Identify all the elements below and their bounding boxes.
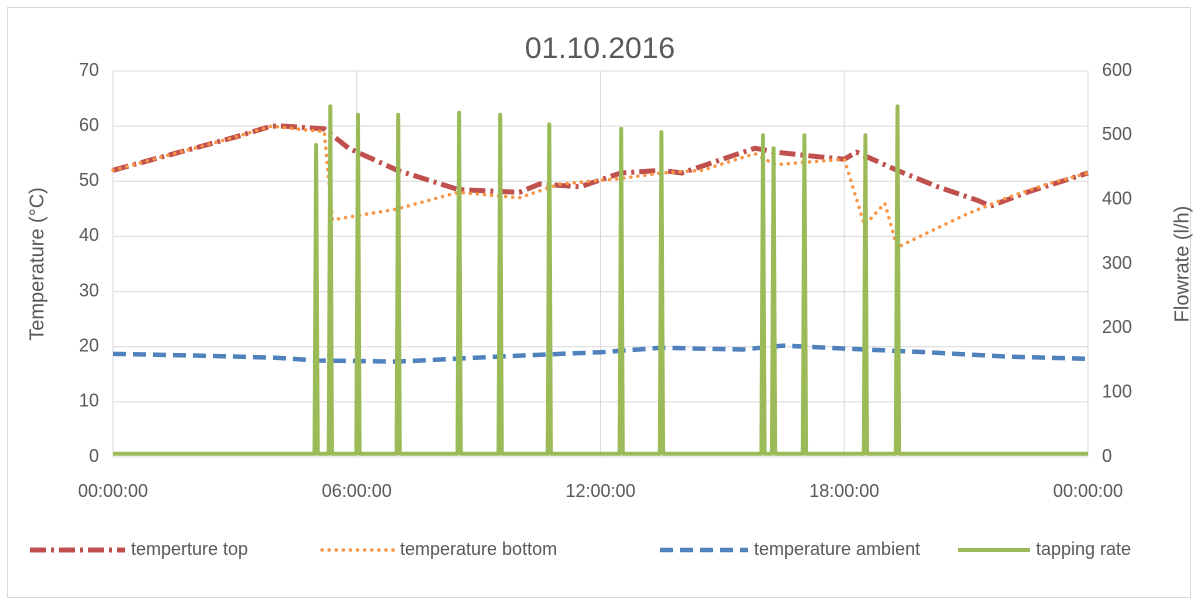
- y-tick-label: 30: [79, 280, 99, 300]
- y-tick-label: 60: [79, 115, 99, 135]
- y2-tick-label: 200: [1102, 317, 1132, 337]
- chart-title: 01.10.2016: [525, 32, 675, 65]
- y-tick-label: 0: [89, 446, 99, 466]
- x-tick-label: 00:00:00: [78, 481, 148, 501]
- series-line: [113, 104, 1088, 456]
- y-tick-label: 70: [79, 60, 99, 80]
- chart-frame: [7, 7, 1191, 598]
- y2-tick-label: 0: [1102, 446, 1112, 466]
- y2-tick-label: 600: [1102, 60, 1132, 80]
- y-tick-label: 40: [79, 225, 99, 245]
- legend-label: temperature ambient: [754, 539, 920, 559]
- y-axis-label: Temperature (°C): [26, 187, 48, 341]
- y2-tick-label: 400: [1102, 188, 1132, 208]
- y-tick-label: 20: [79, 335, 99, 355]
- legend-label: temperature bottom: [400, 539, 557, 559]
- legend-label: temperture top: [131, 539, 248, 559]
- y2-tick-label: 100: [1102, 381, 1132, 401]
- x-tick-label: 00:00:00: [1053, 481, 1123, 501]
- x-tick-label: 18:00:00: [809, 481, 879, 501]
- x-tick-label: 06:00:00: [322, 481, 392, 501]
- x-tick-label: 12:00:00: [565, 481, 635, 501]
- y2-tick-label: 500: [1102, 124, 1132, 144]
- series-line: [111, 124, 1090, 250]
- y2-tick-label: 300: [1102, 253, 1132, 273]
- y-tick-label: 50: [79, 170, 99, 190]
- series-line: [112, 343, 1089, 364]
- y-tick-label: 10: [79, 391, 99, 411]
- y2-axis-label: Flowrate (l/h): [1171, 206, 1193, 323]
- legend-label: tapping rate: [1036, 539, 1131, 559]
